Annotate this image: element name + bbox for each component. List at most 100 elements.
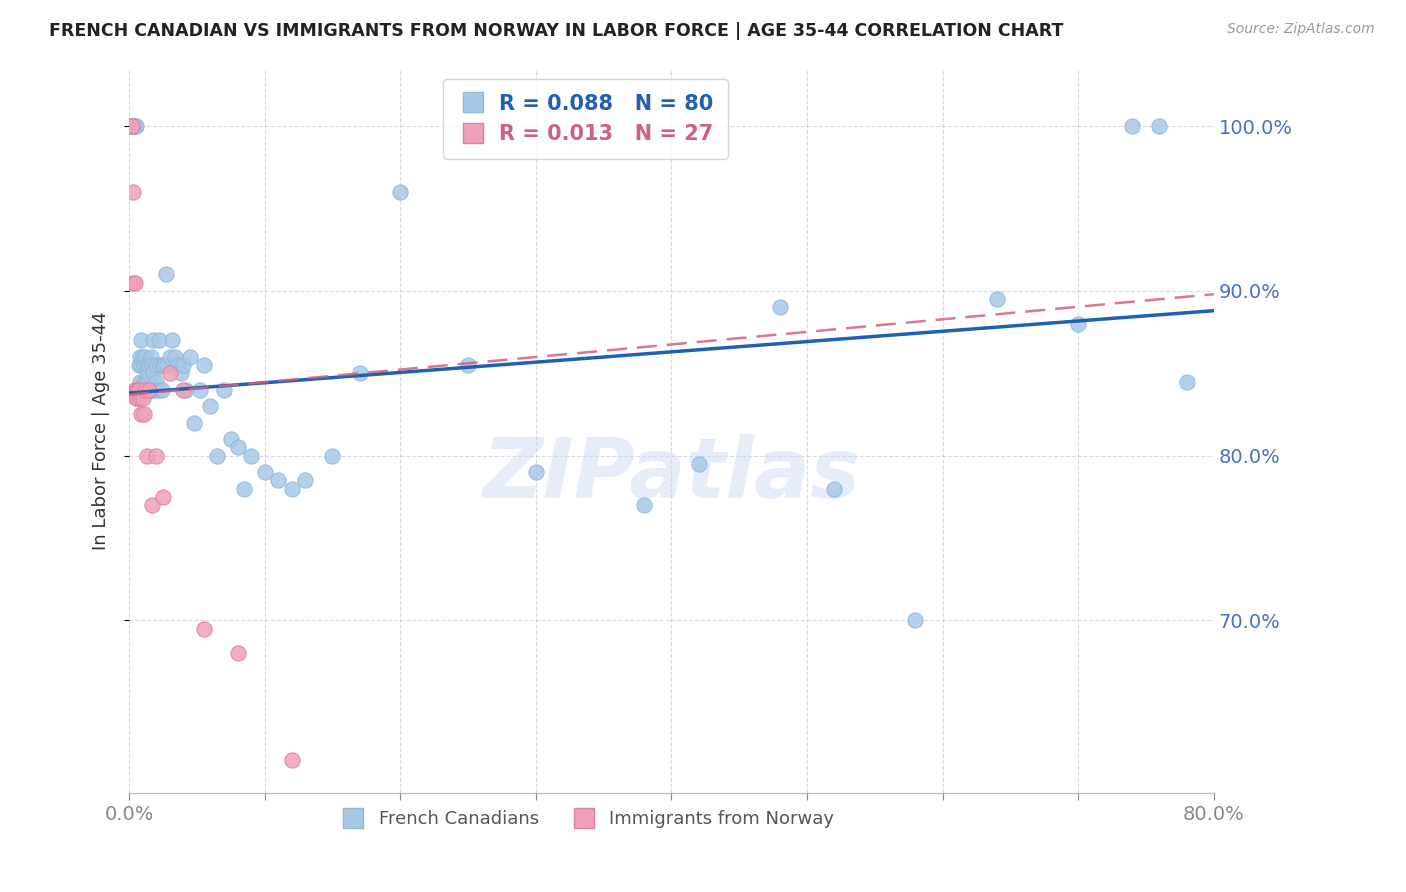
Point xyxy=(152,490,174,504)
Point xyxy=(131,391,153,405)
Point xyxy=(1067,317,1090,331)
Point xyxy=(124,383,146,397)
Point xyxy=(1175,375,1198,389)
Point xyxy=(769,301,792,315)
Point xyxy=(294,474,316,488)
Point xyxy=(121,119,143,133)
Point xyxy=(138,383,160,397)
Point xyxy=(132,408,155,422)
Point xyxy=(125,383,148,397)
Point xyxy=(169,366,191,380)
Point xyxy=(193,622,215,636)
Point xyxy=(179,350,201,364)
Point xyxy=(142,334,165,348)
Point xyxy=(122,185,145,199)
Point xyxy=(193,358,215,372)
Point xyxy=(267,474,290,488)
Point xyxy=(128,358,150,372)
Point xyxy=(150,383,173,397)
Point xyxy=(139,350,162,364)
Point xyxy=(153,358,176,372)
Point xyxy=(457,358,479,372)
Point xyxy=(904,613,927,627)
Point xyxy=(124,119,146,133)
Text: ZIPatlas: ZIPatlas xyxy=(482,434,860,515)
Point xyxy=(145,449,167,463)
Point xyxy=(524,465,547,479)
Point xyxy=(986,292,1008,306)
Point xyxy=(135,449,157,463)
Point xyxy=(122,119,145,133)
Point xyxy=(146,383,169,397)
Point xyxy=(159,366,181,380)
Point xyxy=(128,383,150,397)
Text: Source: ZipAtlas.com: Source: ZipAtlas.com xyxy=(1227,22,1375,37)
Point xyxy=(124,276,146,290)
Point xyxy=(141,498,163,512)
Point xyxy=(145,358,167,372)
Point xyxy=(156,358,179,372)
Point xyxy=(174,383,197,397)
Point xyxy=(125,119,148,133)
Point xyxy=(240,449,263,463)
Point xyxy=(165,350,187,364)
Point xyxy=(205,449,228,463)
Point xyxy=(349,366,371,380)
Point xyxy=(226,441,249,455)
Point xyxy=(128,383,150,397)
Point xyxy=(219,432,242,446)
Point xyxy=(129,408,152,422)
Point xyxy=(233,482,256,496)
Point xyxy=(122,276,145,290)
Text: FRENCH CANADIAN VS IMMIGRANTS FROM NORWAY IN LABOR FORCE | AGE 35-44 CORRELATION: FRENCH CANADIAN VS IMMIGRANTS FROM NORWA… xyxy=(49,22,1063,40)
Point xyxy=(172,383,194,397)
Point xyxy=(120,119,142,133)
Point xyxy=(131,383,153,397)
Point xyxy=(135,375,157,389)
Point xyxy=(131,350,153,364)
Point xyxy=(127,391,149,405)
Point xyxy=(129,375,152,389)
Point xyxy=(200,399,222,413)
Point xyxy=(129,391,152,405)
Point xyxy=(321,449,343,463)
Point xyxy=(143,383,166,397)
Point xyxy=(129,350,152,364)
Point xyxy=(127,383,149,397)
Point xyxy=(823,482,845,496)
Point xyxy=(132,358,155,372)
Point xyxy=(149,358,172,372)
Point xyxy=(141,358,163,372)
Point xyxy=(389,185,412,199)
Point xyxy=(281,753,304,767)
Y-axis label: In Labor Force | Age 35-44: In Labor Force | Age 35-44 xyxy=(93,311,110,550)
Point xyxy=(172,358,194,372)
Legend: French Canadians, Immigrants from Norway: French Canadians, Immigrants from Norway xyxy=(328,803,841,835)
Point xyxy=(135,358,157,372)
Point xyxy=(125,383,148,397)
Point xyxy=(188,383,211,397)
Point xyxy=(132,375,155,389)
Point xyxy=(136,366,159,380)
Point xyxy=(136,375,159,389)
Point xyxy=(162,334,184,348)
Point xyxy=(134,383,156,397)
Point xyxy=(138,383,160,397)
Point xyxy=(134,350,156,364)
Point xyxy=(141,383,163,397)
Point xyxy=(253,465,276,479)
Point xyxy=(121,119,143,133)
Point xyxy=(212,383,235,397)
Point xyxy=(138,358,160,372)
Point xyxy=(148,334,170,348)
Point xyxy=(121,119,143,133)
Point xyxy=(127,383,149,397)
Point xyxy=(129,334,152,348)
Point xyxy=(167,358,190,372)
Point xyxy=(155,268,177,282)
Point xyxy=(124,119,146,133)
Point xyxy=(183,416,205,430)
Point xyxy=(281,482,304,496)
Point xyxy=(152,358,174,372)
Point xyxy=(125,391,148,405)
